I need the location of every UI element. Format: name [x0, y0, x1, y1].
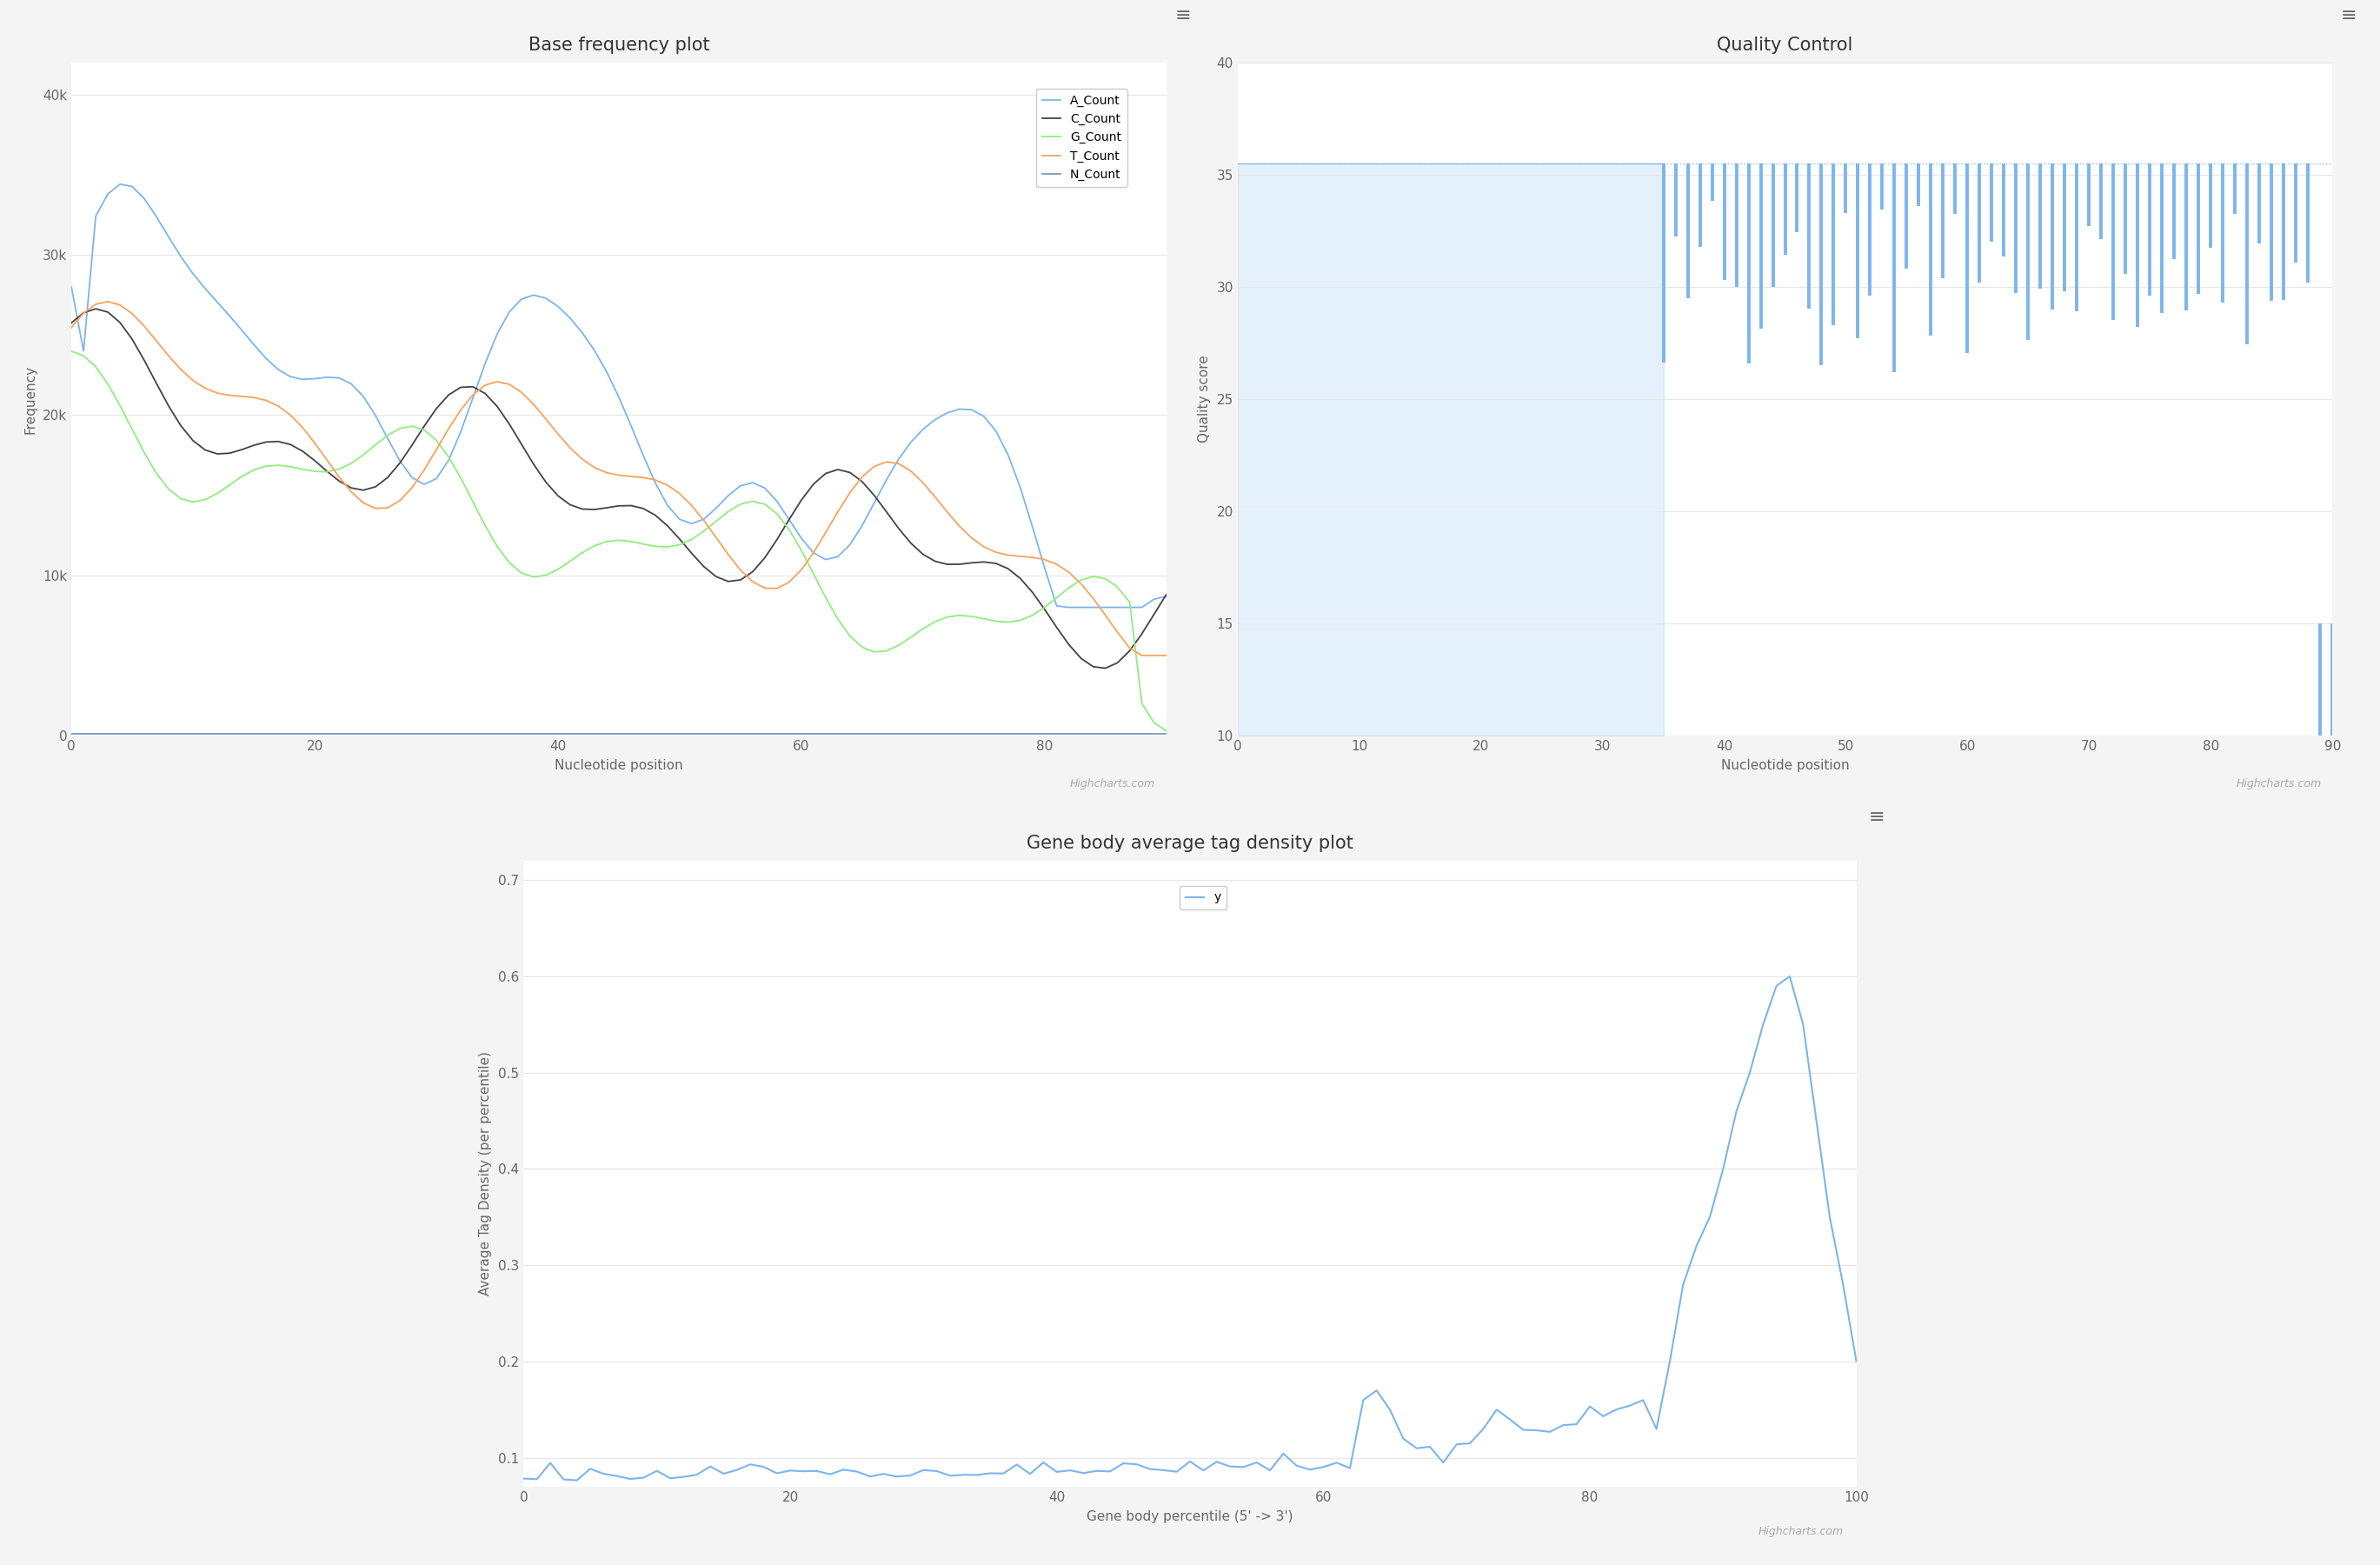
- A_Count: [1152, 587, 1180, 606]
- N_Count: [312, 725, 340, 743]
- Line: A_Count: A_Count: [71, 185, 1166, 607]
- Text: Highcharts.com: Highcharts.com: [1759, 1526, 1842, 1537]
- y: [1457, 1434, 1485, 1452]
- G_Count: [981, 612, 1009, 631]
- C_Count: [324, 471, 352, 490]
- X-axis label: Nucleotide position: Nucleotide position: [555, 759, 683, 772]
- Legend: A_Count, C_Count, G_Count, T_Count, N_Count: A_Count, C_Count, G_Count, T_Count, N_Co…: [1035, 89, 1128, 186]
- C_Count: [350, 480, 378, 499]
- Line: y: y: [524, 977, 1856, 1480]
- A_Count: [202, 293, 231, 311]
- N_Count: [190, 725, 219, 743]
- A_Count: [702, 499, 731, 518]
- Title: Gene body average tag density plot: Gene body average tag density plot: [1026, 834, 1354, 853]
- y: [1842, 1352, 1871, 1371]
- y: [1135, 1460, 1164, 1479]
- X-axis label: Nucleotide position: Nucleotide position: [1721, 759, 1849, 772]
- C_Count: [202, 444, 231, 463]
- C_Count: [1140, 606, 1169, 624]
- G_Count: [57, 341, 86, 360]
- G_Count: [312, 462, 340, 480]
- y: [509, 1470, 538, 1488]
- G_Count: [190, 490, 219, 509]
- N_Count: [1152, 725, 1180, 743]
- A_Count: [350, 387, 378, 405]
- A_Count: [57, 277, 86, 296]
- T_Count: [1140, 646, 1169, 665]
- A_Count: [1054, 598, 1083, 617]
- Line: T_Count: T_Count: [71, 302, 1166, 656]
- Y-axis label: Quality score: Quality score: [1197, 355, 1211, 443]
- G_Count: [1128, 695, 1157, 714]
- y: [1775, 967, 1804, 986]
- T_Count: [1152, 646, 1180, 665]
- X-axis label: Gene body percentile (5' -> 3'): Gene body percentile (5' -> 3'): [1088, 1510, 1292, 1523]
- Y-axis label: Average Tag Density (per percentile): Average Tag Density (per percentile): [478, 1052, 493, 1296]
- G_Count: [1152, 721, 1180, 740]
- T_Count: [1128, 646, 1157, 665]
- T_Count: [93, 293, 121, 311]
- G_Count: [1116, 593, 1145, 612]
- Title: Base frequency plot: Base frequency plot: [528, 36, 709, 55]
- C_Count: [702, 567, 731, 585]
- C_Count: [995, 559, 1023, 577]
- Text: Highcharts.com: Highcharts.com: [2237, 778, 2320, 789]
- C_Count: [1090, 659, 1119, 678]
- C_Count: [81, 299, 109, 318]
- Line: C_Count: C_Count: [71, 308, 1166, 668]
- y: [562, 1471, 590, 1490]
- y: [616, 1470, 645, 1488]
- y: [1323, 1454, 1352, 1473]
- A_Count: [324, 368, 352, 387]
- N_Count: [338, 725, 367, 743]
- T_Count: [350, 493, 378, 512]
- Legend: y: y: [1180, 886, 1226, 909]
- C_Count: [57, 313, 86, 332]
- T_Count: [57, 318, 86, 336]
- Text: ≡: ≡: [1173, 6, 1190, 23]
- Line: G_Count: G_Count: [71, 351, 1166, 731]
- T_Count: [324, 468, 352, 487]
- y: [1523, 1421, 1552, 1440]
- N_Count: [981, 725, 1009, 743]
- T_Count: [995, 546, 1023, 565]
- Text: Highcharts.com: Highcharts.com: [1071, 778, 1154, 789]
- N_Count: [1116, 725, 1145, 743]
- A_Count: [995, 446, 1023, 465]
- C_Count: [1152, 585, 1180, 604]
- N_Count: [1128, 725, 1157, 743]
- A_Count: [105, 175, 133, 194]
- G_Count: [338, 454, 367, 473]
- Title: Quality Control: Quality Control: [1716, 36, 1854, 55]
- Text: ≡: ≡: [2340, 6, 2356, 23]
- T_Count: [702, 527, 731, 546]
- A_Count: [1140, 590, 1169, 609]
- N_Count: [57, 725, 86, 743]
- Y-axis label: Frequency: Frequency: [24, 365, 36, 434]
- T_Count: [202, 383, 231, 402]
- y: [857, 1466, 885, 1485]
- Text: ≡: ≡: [1868, 808, 1885, 826]
